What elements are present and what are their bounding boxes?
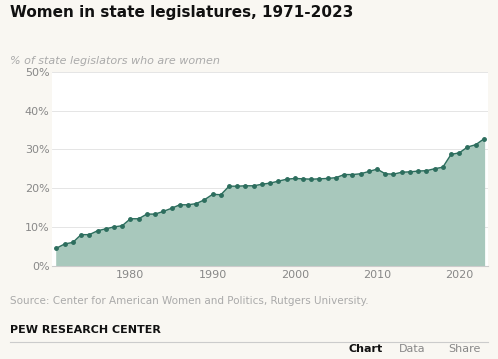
- Text: PEW RESEARCH CENTER: PEW RESEARCH CENTER: [10, 325, 161, 335]
- Text: Chart: Chart: [349, 344, 383, 354]
- Text: Share: Share: [448, 344, 481, 354]
- Text: % of state legislators who are women: % of state legislators who are women: [10, 56, 220, 66]
- Text: Women in state legislatures, 1971-2023: Women in state legislatures, 1971-2023: [10, 5, 354, 20]
- Text: Source: Center for American Women and Politics, Rutgers University.: Source: Center for American Women and Po…: [10, 296, 369, 306]
- Text: Data: Data: [398, 344, 425, 354]
